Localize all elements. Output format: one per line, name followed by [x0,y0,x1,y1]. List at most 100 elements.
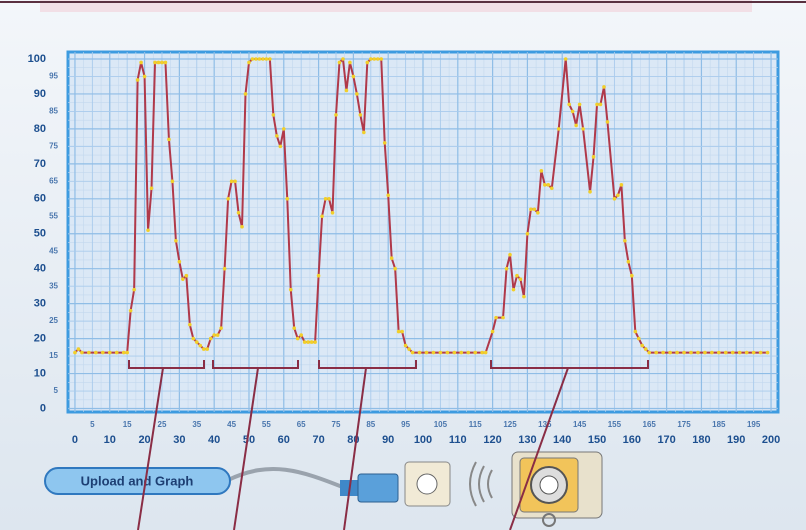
data-point [167,137,171,142]
x-tick-label: 185 [712,420,726,429]
data-point [556,127,561,131]
x-tick-label: 0 [72,434,78,446]
data-point [483,350,488,355]
x-tick-label: 25 [158,420,167,429]
y-tick-label: 50 [34,228,46,240]
data-point [73,350,77,355]
data-point [181,277,185,281]
data-point [595,102,599,107]
y-tick-label: 20 [34,333,46,345]
data-point [494,315,498,320]
x-tick-label: 160 [623,434,641,446]
data-point [431,350,436,355]
data-point [581,127,585,131]
data-point [128,308,133,313]
button-label[interactable]: Upload and Graph [81,473,194,488]
data-point [149,186,154,191]
pointer-line [509,367,569,530]
x-tick-label: 70 [312,434,324,446]
data-point [316,273,321,278]
data-point [522,294,526,299]
data-point [87,350,91,355]
data-point [146,228,150,233]
x-tick-label: 155 [608,420,622,429]
data-point [142,74,147,79]
data-point [281,127,286,131]
data-point [254,57,258,61]
x-tick-label: 15 [123,420,132,429]
data-point [417,350,422,355]
data-point [233,179,237,184]
x-tick-label: 200 [762,434,780,446]
data-point [320,214,324,219]
data-point [292,326,297,330]
x-tick-label: 145 [573,420,587,429]
data-point [222,266,227,271]
data-point [205,347,210,351]
data-point [177,259,182,264]
data-point [226,196,230,201]
data-point [570,109,575,114]
data-point [76,347,81,351]
x-tick-label: 100 [414,434,432,446]
data-point [236,210,241,215]
x-tick-label: 65 [297,420,306,429]
data-point [101,350,105,355]
data-point [271,113,276,117]
data-point [630,273,634,278]
data-point [327,196,331,201]
connector [357,473,399,503]
data-point [107,350,112,355]
data-point [675,350,679,355]
data-point [389,256,394,261]
data-point [567,102,571,107]
data-point [518,277,523,281]
data-point [661,350,665,355]
data-point [121,350,126,355]
y-tick-label: 95 [49,72,58,81]
data-point [268,57,272,61]
x-tick-label: 50 [243,434,255,446]
pointer-line [233,367,259,530]
data-point [501,315,505,320]
data-point [372,57,377,61]
bracket [212,360,299,369]
data-point [240,224,244,229]
data-point [710,350,714,355]
x-tick-label: 105 [434,420,448,429]
data-point [424,350,429,355]
data-point [682,350,686,355]
y-tick-label: 5 [54,386,59,395]
data-point [605,120,610,124]
annotations [128,360,649,530]
y-tick-label: 65 [49,176,58,185]
data-point [577,102,582,107]
data-point [247,60,251,65]
data-point [139,60,143,65]
data-point [717,350,721,355]
upload-button[interactable] [44,467,231,495]
data-point [201,347,206,351]
y-tick-label: 75 [49,141,58,150]
data-point [643,347,648,351]
data-point [198,343,203,348]
x-tick-label: 120 [483,434,501,446]
data-point [703,350,707,355]
y-tick-label: 80 [34,123,46,135]
x-tick-label: 30 [173,434,185,446]
bracket [318,360,417,369]
data-point [508,252,512,257]
data-point [480,350,484,355]
data-point [264,57,269,61]
data-point [751,350,756,355]
data-point [536,210,540,215]
data-point [382,141,387,145]
x-tick-label: 165 [643,420,657,429]
y-tick-label: 55 [49,211,58,220]
data-point [549,186,554,191]
data-point [723,350,728,355]
x-tick-label: 40 [208,434,220,446]
data-point [114,350,119,355]
data-point [278,144,283,149]
